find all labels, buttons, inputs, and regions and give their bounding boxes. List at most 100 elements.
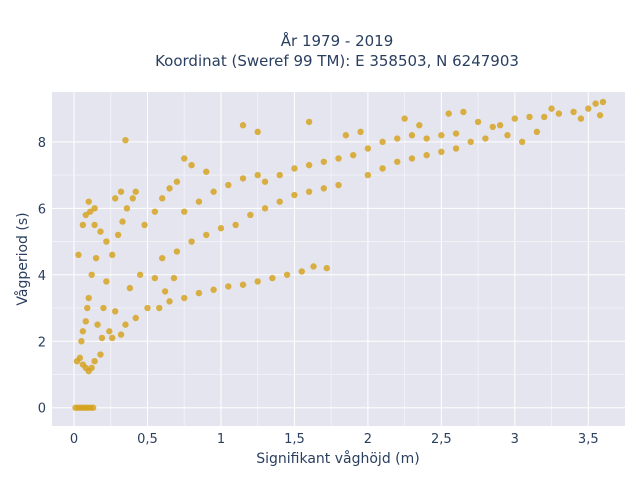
- data-point: [276, 198, 283, 205]
- data-point: [94, 321, 101, 328]
- data-point: [98, 334, 106, 342]
- data-point: [103, 278, 110, 285]
- data-point: [335, 155, 342, 162]
- data-point: [592, 100, 599, 107]
- data-point: [239, 281, 247, 288]
- x-tick-label: 3: [511, 432, 519, 447]
- data-point: [305, 118, 313, 126]
- data-point: [225, 181, 232, 189]
- data-point: [305, 188, 313, 195]
- y-axis-ticks: 0 2 4 6 8: [38, 136, 46, 417]
- data-point: [87, 208, 94, 215]
- data-point: [585, 105, 592, 112]
- data-point: [342, 132, 350, 139]
- data-point: [111, 308, 119, 315]
- data-point: [117, 188, 125, 195]
- data-point: [423, 135, 430, 142]
- data-point: [84, 304, 91, 312]
- data-point: [349, 151, 357, 159]
- data-point: [533, 128, 541, 136]
- data-point: [254, 171, 261, 179]
- data-point: [188, 161, 195, 169]
- data-point: [305, 161, 313, 169]
- y-tick-label: 6: [38, 202, 46, 217]
- data-point: [166, 298, 173, 305]
- data-point: [158, 195, 166, 202]
- data-point: [276, 171, 283, 179]
- data-point: [518, 138, 526, 146]
- data-point: [438, 132, 445, 139]
- x-gridlines: [73, 92, 589, 426]
- data-point: [88, 271, 95, 278]
- data-point: [467, 138, 474, 146]
- data-point: [170, 274, 178, 282]
- data-point: [91, 221, 98, 229]
- data-point: [85, 198, 92, 205]
- data-point: [555, 110, 563, 117]
- data-point: [239, 122, 247, 129]
- data-point: [75, 251, 82, 259]
- data-point: [114, 231, 122, 239]
- data-point: [423, 151, 430, 159]
- data-point: [151, 208, 159, 215]
- data-point: [126, 284, 134, 292]
- x-axis-label: Signifikant våghöjd (m): [256, 450, 419, 467]
- data-point: [181, 155, 188, 162]
- data-point: [151, 274, 159, 282]
- data-point: [408, 132, 416, 139]
- data-point: [119, 218, 126, 225]
- x-tick-label: 2: [364, 432, 372, 447]
- data-point: [91, 205, 98, 212]
- data-point: [310, 263, 317, 270]
- data-point: [408, 155, 416, 162]
- data-point: [210, 286, 217, 293]
- data-point: [82, 318, 89, 325]
- data-point: [117, 331, 125, 338]
- data-point: [92, 254, 100, 262]
- data-point: [379, 165, 386, 172]
- data-point: [78, 338, 85, 345]
- data-point: [261, 178, 269, 185]
- data-point: [596, 112, 604, 119]
- data-point: [106, 328, 113, 335]
- data-point: [323, 264, 330, 272]
- data-point: [357, 128, 364, 136]
- data-point: [445, 110, 452, 117]
- data-point: [291, 165, 298, 172]
- data-point: [132, 314, 139, 322]
- data-point: [320, 185, 328, 192]
- data-point: [364, 171, 372, 179]
- data-point: [232, 221, 239, 229]
- data-point: [129, 195, 137, 202]
- data-point: [526, 113, 533, 121]
- chart-title-line1: År 1979 - 2019: [281, 31, 394, 50]
- data-point: [136, 271, 144, 278]
- data-point: [89, 404, 97, 411]
- data-point: [100, 304, 107, 312]
- x-tick-label: 2,5: [431, 432, 452, 447]
- data-point: [460, 108, 467, 116]
- data-point: [577, 115, 585, 122]
- data-point: [103, 238, 110, 245]
- data-point: [173, 248, 181, 255]
- data-point: [379, 138, 386, 146]
- data-point: [394, 135, 401, 142]
- data-point: [97, 228, 104, 235]
- data-point: [320, 158, 328, 165]
- data-point: [122, 321, 129, 328]
- data-point: [122, 136, 129, 144]
- data-point: [496, 122, 504, 129]
- data-point: [79, 328, 87, 335]
- data-point: [76, 354, 84, 362]
- data-point: [109, 334, 116, 342]
- data-point: [570, 108, 577, 116]
- data-point: [82, 211, 89, 219]
- data-point: [111, 195, 119, 202]
- data-point: [254, 128, 261, 136]
- y-tick-label: 4: [38, 269, 46, 284]
- data-point: [141, 221, 148, 229]
- data-point: [438, 148, 445, 156]
- data-point: [91, 357, 98, 365]
